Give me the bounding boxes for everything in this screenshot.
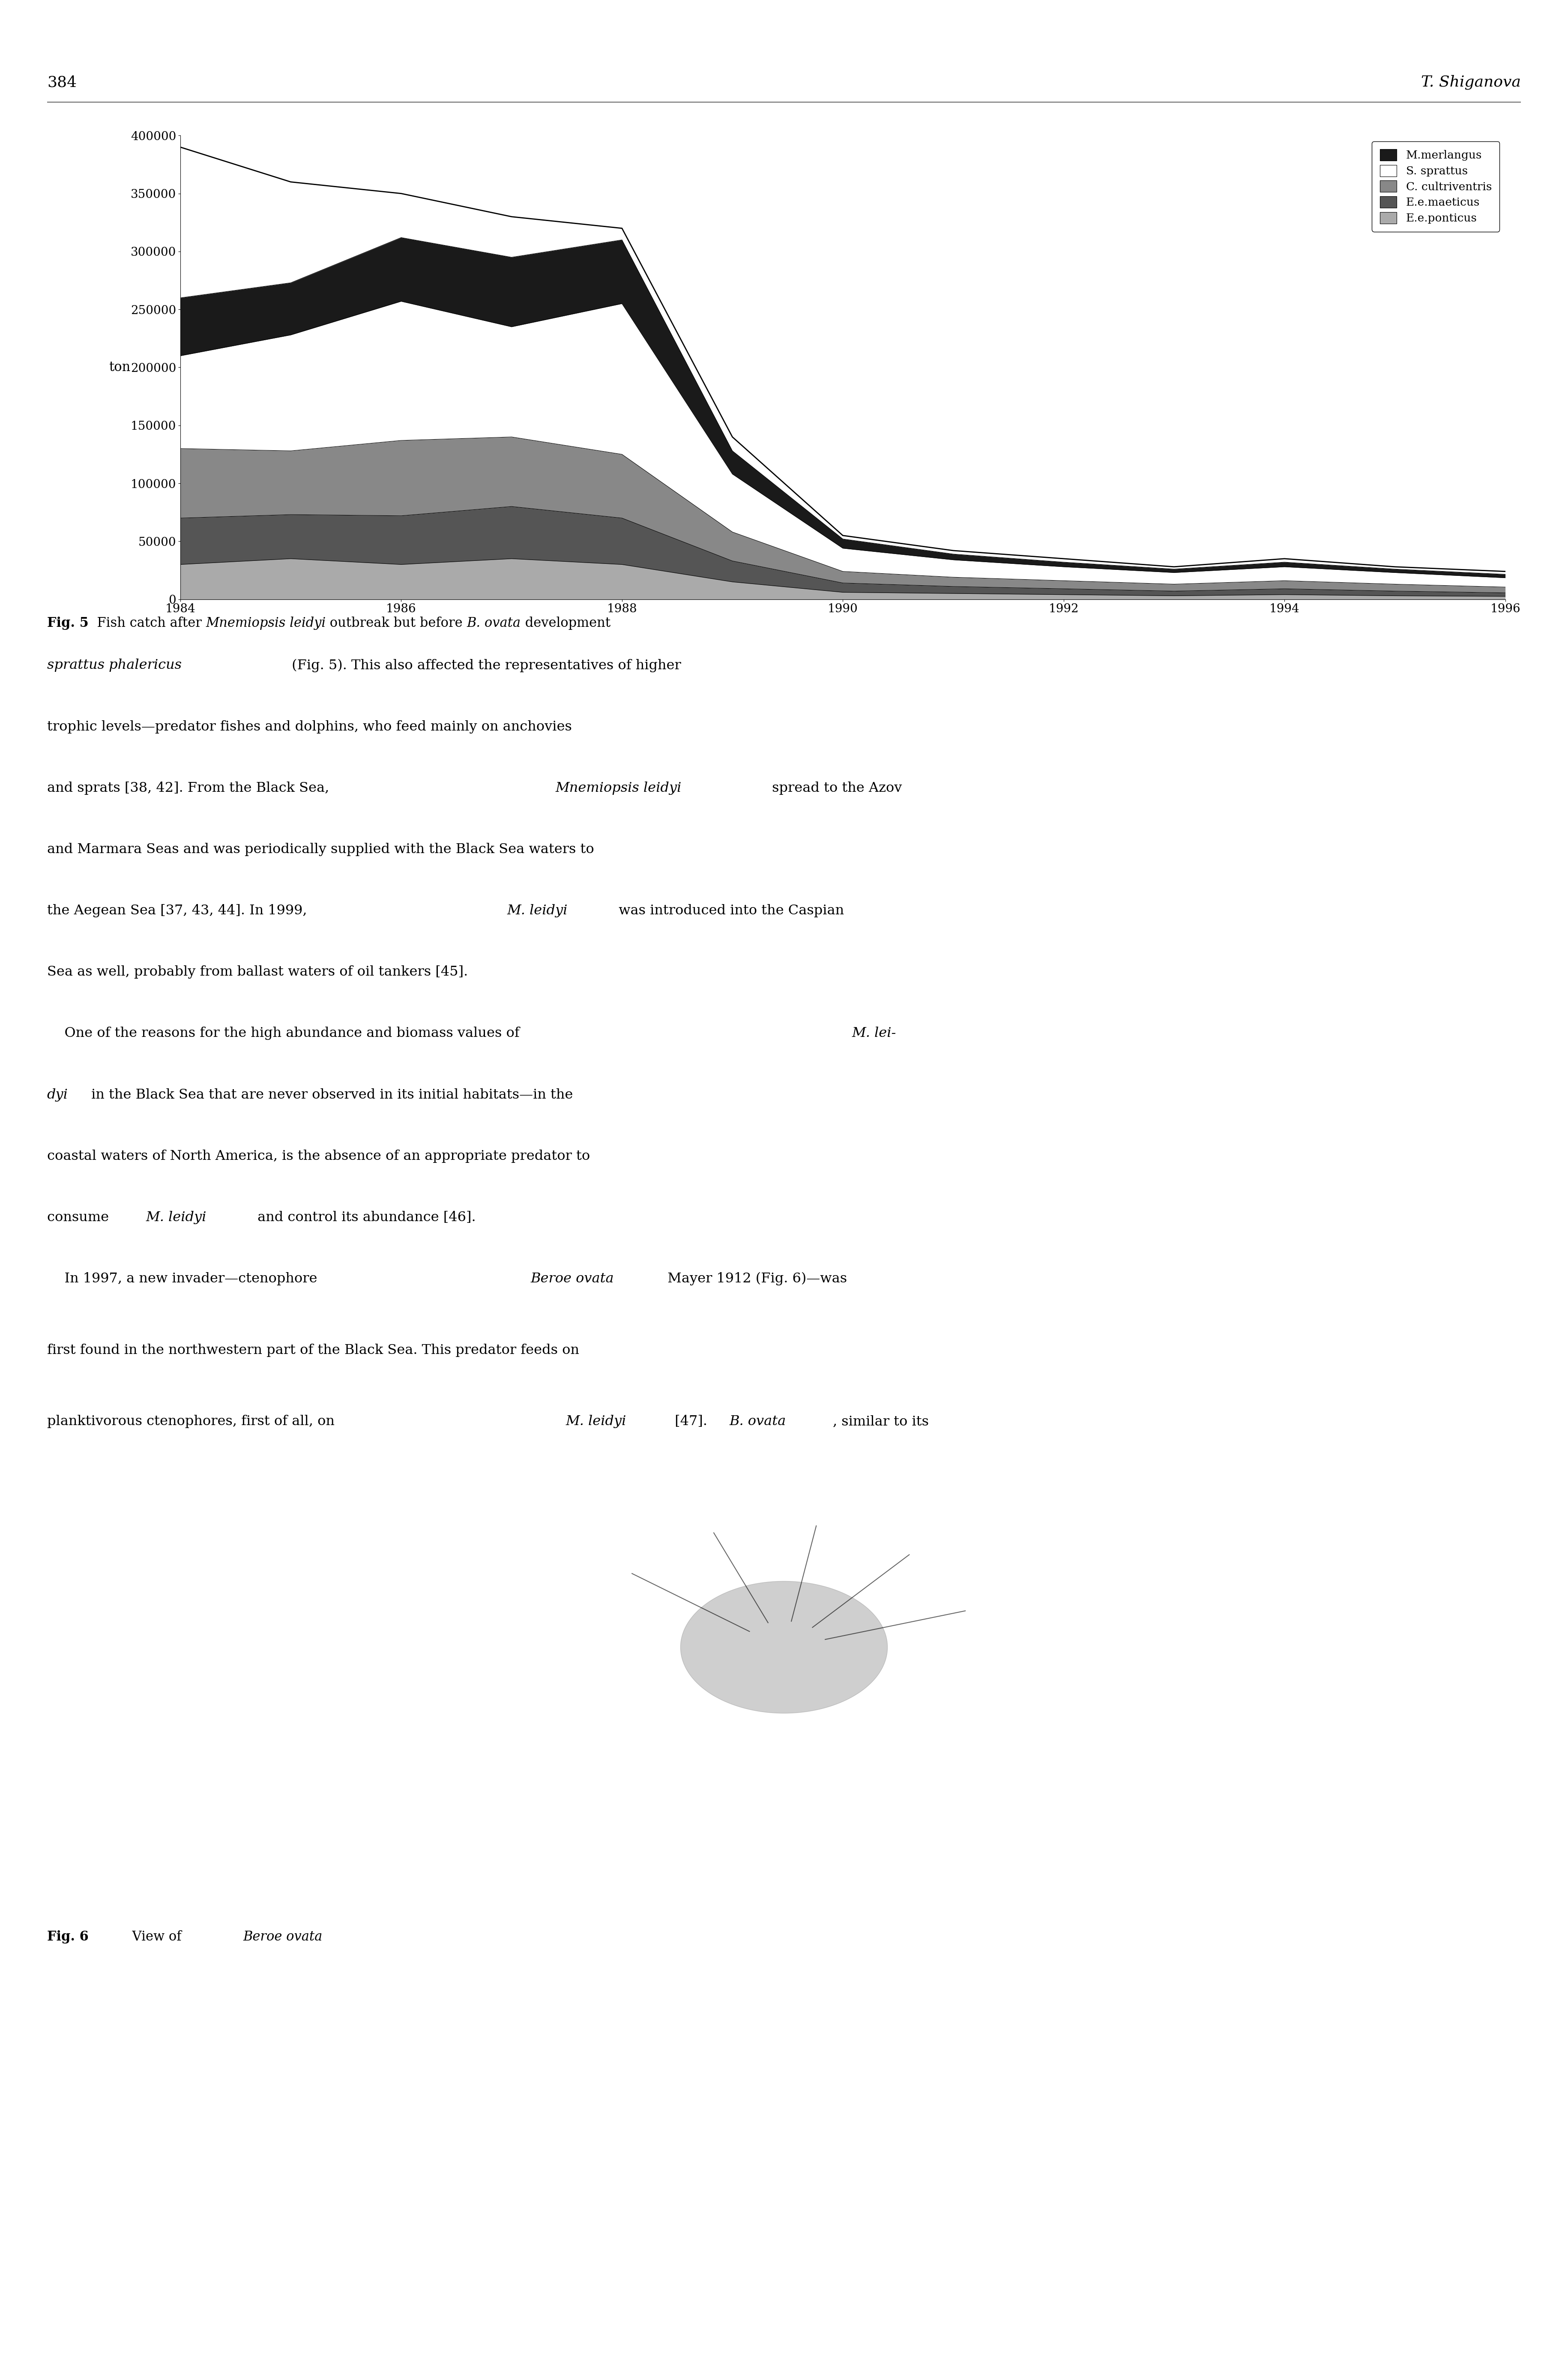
Polygon shape [681, 1581, 887, 1712]
Text: the Aegean Sea [37, 43, 44]. In 1999,: the Aegean Sea [37, 43, 44]. In 1999, [47, 904, 310, 918]
Text: coastal waters of North America, is the absence of an appropriate predator to: coastal waters of North America, is the … [47, 1149, 590, 1163]
Text: M. leidyi: M. leidyi [146, 1210, 207, 1225]
Text: was introduced into the Caspian: was introduced into the Caspian [615, 904, 844, 918]
Text: Beroe ovata: Beroe ovata [243, 1931, 323, 1943]
Text: Fig. 5: Fig. 5 [47, 616, 88, 630]
Text: Beroe ovata: Beroe ovata [530, 1272, 613, 1286]
Polygon shape [844, 1710, 1112, 1805]
Polygon shape [853, 1515, 1043, 1603]
Text: sprattus phalericus: sprattus phalericus [47, 659, 182, 673]
Text: View of: View of [124, 1931, 185, 1943]
Text: trophic levels—predator fishes and dolphins, who feed mainly on anchovies: trophic levels—predator fishes and dolph… [47, 721, 572, 732]
Polygon shape [533, 1543, 1035, 1793]
Text: consume: consume [47, 1210, 113, 1225]
Text: Sea as well, probably from ballast waters of oil tankers [45].: Sea as well, probably from ballast water… [47, 965, 467, 980]
Text: (Fig. 5). This also affected the representatives of higher: (Fig. 5). This also affected the represe… [287, 659, 681, 673]
Text: M. leidyi: M. leidyi [506, 904, 568, 918]
Text: , similar to its: , similar to its [833, 1415, 928, 1429]
Legend: M.merlangus, S. sprattus, C. cultriventris, E.e.maeticus, E.e.ponticus: M.merlangus, S. sprattus, C. cultriventr… [1372, 140, 1499, 231]
Text: development: development [521, 616, 610, 630]
Text: first found in the northwestern part of the Black Sea. This predator feeds on: first found in the northwestern part of … [47, 1344, 579, 1358]
Text: spread to the Azov: spread to the Azov [768, 782, 902, 794]
Text: Fig. 6: Fig. 6 [47, 1931, 88, 1943]
Text: outbreak but before: outbreak but before [326, 616, 467, 630]
Text: Mayer 1912 (Fig. 6)—was: Mayer 1912 (Fig. 6)—was [663, 1272, 847, 1286]
Text: M. leidyi: M. leidyi [566, 1415, 627, 1429]
Text: B. ovata: B. ovata [467, 616, 521, 630]
Text: Mnemiopsis leidyi: Mnemiopsis leidyi [205, 616, 326, 630]
Text: 384: 384 [47, 76, 77, 90]
Text: and Marmara Seas and was periodically supplied with the Black Sea waters to: and Marmara Seas and was periodically su… [47, 842, 594, 856]
Text: Mnemiopsis leidyi: Mnemiopsis leidyi [555, 782, 682, 794]
Text: dyi: dyi [47, 1089, 67, 1101]
Text: [47].: [47]. [671, 1415, 712, 1429]
Y-axis label: ton: ton [110, 361, 130, 373]
Text: and control its abundance [46].: and control its abundance [46]. [254, 1210, 477, 1225]
Text: T. Shiganova: T. Shiganova [1421, 74, 1521, 90]
Text: planktivorous ctenophores, first of all, on: planktivorous ctenophores, first of all,… [47, 1415, 339, 1429]
Text: in the Black Sea that are never observed in its initial habitats—in the: in the Black Sea that are never observed… [86, 1089, 572, 1101]
Text: In 1997, a new invader—ctenophore: In 1997, a new invader—ctenophore [47, 1272, 321, 1286]
Polygon shape [395, 1529, 681, 1648]
Text: One of the reasons for the high abundance and biomass values of: One of the reasons for the high abundanc… [47, 1027, 524, 1039]
Text: M. lei-: M. lei- [851, 1027, 895, 1039]
Text: and sprats [38, 42]. From the Black Sea,: and sprats [38, 42]. From the Black Sea, [47, 782, 334, 794]
Text: B. ovata: B. ovata [729, 1415, 786, 1429]
Text: Fish catch after: Fish catch after [88, 616, 205, 630]
